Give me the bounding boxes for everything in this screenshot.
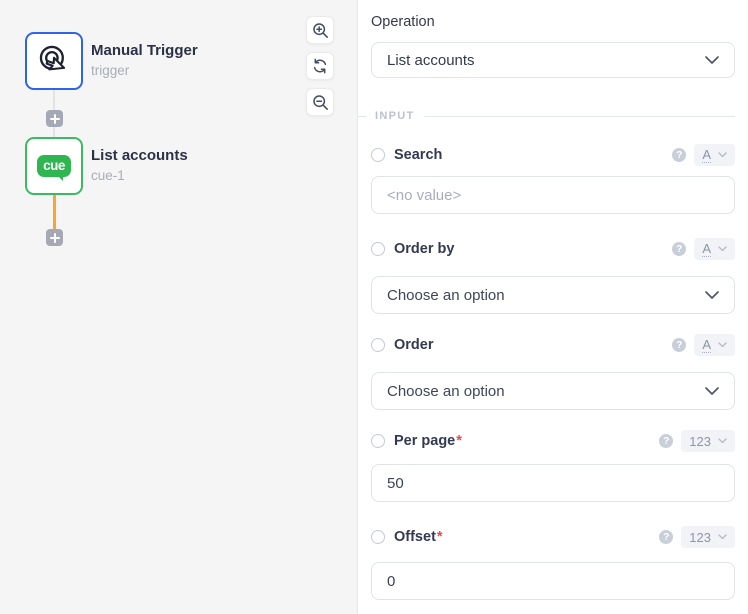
input-section-divider: INPUT [358,108,735,124]
node-title: Manual Trigger [91,42,198,59]
type-badge[interactable]: A [694,144,735,166]
chevron-down-icon [718,438,727,444]
properties-panel: Operation List accounts INPUT Search ? A [357,0,748,614]
type-badge[interactable]: A [694,238,735,260]
divider-line [358,115,366,117]
help-icon[interactable]: ? [672,148,687,162]
order-select[interactable]: Choose an option [371,372,735,410]
node-list-accounts[interactable]: cue [25,137,83,195]
add-step-button[interactable] [46,110,63,127]
field-label: Offset* [394,529,443,545]
node-subtitle: trigger [91,63,130,78]
operation-select[interactable]: List accounts [371,42,735,78]
field-label: Order [394,337,434,353]
help-icon[interactable]: ? [672,242,687,256]
field-label: Search [394,147,443,163]
field-row-order-by: Order by ? A [371,238,735,260]
per-page-input-box[interactable] [371,464,735,502]
field-toggle-radio[interactable] [371,434,385,448]
chevron-down-icon [705,56,719,64]
field-toggle-radio[interactable] [371,530,385,544]
node-subtitle: cue-1 [91,168,125,183]
refresh-icon [312,58,328,74]
type-badge[interactable]: A [694,334,735,356]
offset-input-box[interactable] [371,562,735,600]
manual-trigger-click-icon [36,43,72,79]
search-input-box[interactable] [371,176,735,214]
chevron-down-icon [718,534,727,540]
node-label-list-accounts: List accounts cue-1 [91,146,188,184]
field-toggle-radio[interactable] [371,242,385,256]
input-section-label: INPUT [375,110,415,122]
reset-view-button[interactable] [306,52,334,80]
select-value: Choose an option [387,382,505,400]
operation-label: Operation [371,14,435,30]
cue-logo: cue [37,155,71,181]
divider-line [423,115,735,117]
search-input[interactable] [387,186,719,204]
field-toggle-radio[interactable] [371,338,385,352]
field-row-per-page: Per page* ? 123 [371,430,735,452]
node-manual-trigger[interactable] [25,32,83,90]
field-label: Order by [394,241,455,257]
plus-icon [46,229,63,246]
type-badge[interactable]: 123 [681,526,735,548]
per-page-input[interactable] [387,474,719,492]
zoom-out-button[interactable] [306,88,334,116]
zoom-in-icon [312,22,329,39]
chevron-down-icon [705,387,719,395]
order-by-select[interactable]: Choose an option [371,276,735,314]
help-icon[interactable]: ? [672,338,687,352]
chevron-down-icon [718,342,727,348]
workflow-canvas[interactable]: Manual Trigger trigger cue List accounts… [0,0,357,614]
zoom-out-icon [312,94,329,111]
help-icon[interactable]: ? [659,434,674,448]
field-row-order: Order ? A [371,334,735,356]
field-label: Per page* [394,433,462,449]
connector-line-active [52,195,56,230]
add-step-button[interactable] [46,229,63,246]
help-icon[interactable]: ? [659,530,674,544]
plus-icon [46,110,63,127]
operation-value: List accounts [387,51,475,69]
field-row-offset: Offset* ? 123 [371,526,735,548]
chevron-down-icon [718,246,727,252]
field-row-search: Search ? A [371,144,735,166]
type-badge[interactable]: 123 [681,430,735,452]
field-toggle-radio[interactable] [371,148,385,162]
select-value: Choose an option [387,286,505,304]
node-label-manual-trigger: Manual Trigger trigger [91,41,198,79]
zoom-in-button[interactable] [306,16,334,44]
offset-input[interactable] [387,572,719,590]
chevron-down-icon [718,152,727,158]
chevron-down-icon [705,291,719,299]
node-title: List accounts [91,147,188,164]
